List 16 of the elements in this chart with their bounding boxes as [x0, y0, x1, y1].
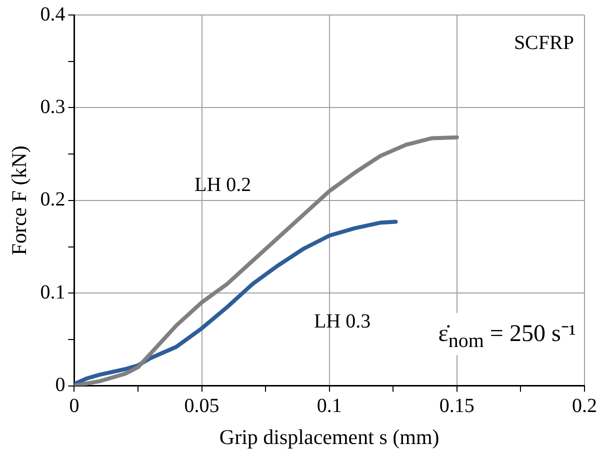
annotation: ε̇$_{nom}$ = 250 s⁻¹ — [434, 313, 580, 355]
text: LH 0.3 — [314, 310, 371, 332]
annotation: SCFRP — [510, 30, 578, 57]
x-tick-label: 0.15 — [439, 395, 474, 418]
y-tick-label: 0.4 — [40, 3, 66, 26]
y-tick-label: 0.1 — [40, 281, 66, 304]
x-tick-label: 0.2 — [572, 395, 597, 418]
y-axis-title: Force F (kN) — [7, 146, 32, 256]
y-tick-label: 0.3 — [40, 96, 66, 118]
y-tick-label: 0 — [55, 374, 66, 396]
x-tick-label: 0.05 — [184, 395, 220, 418]
x-axis-title: Grip displacement s (mm) — [219, 424, 440, 449]
x-tick-label: 0.1 — [316, 395, 342, 418]
x-tick-label: 0 — [69, 395, 80, 418]
text: LH 0.2 — [194, 174, 252, 196]
y-tick-label: 0.2 — [40, 188, 66, 211]
